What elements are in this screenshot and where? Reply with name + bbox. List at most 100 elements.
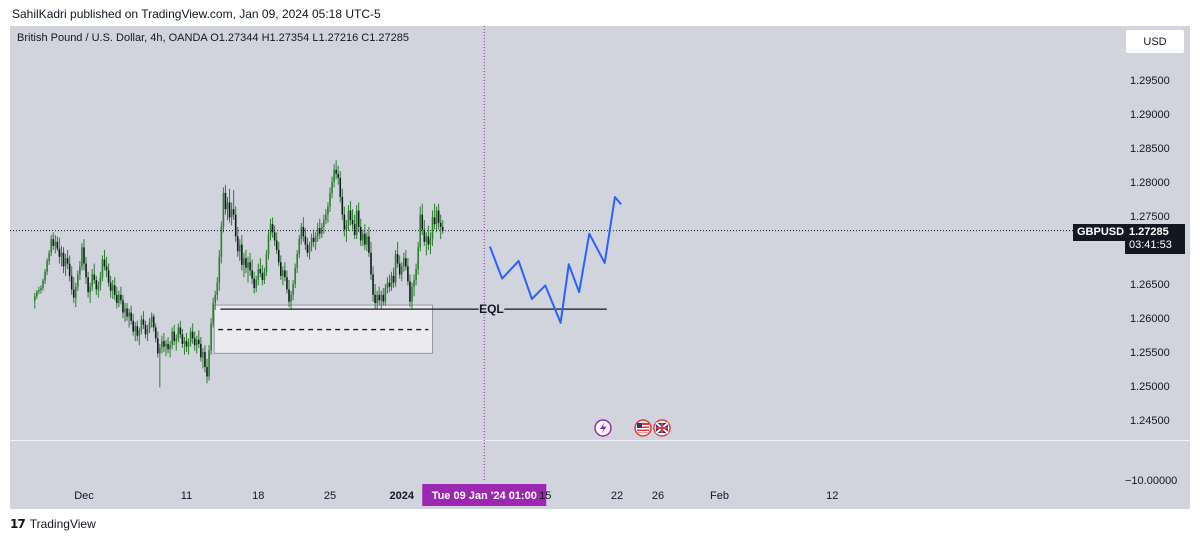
candle [400, 262, 403, 282]
candle-body [245, 258, 247, 268]
candle-body [58, 248, 61, 257]
candle [333, 164, 335, 188]
candle [306, 237, 309, 257]
candle [183, 337, 186, 355]
candle-body [87, 277, 89, 293]
candle-body [89, 286, 91, 293]
candle-body [273, 232, 276, 241]
candle-body [72, 289, 75, 298]
y-tick-label: 1.26500 [1130, 279, 1170, 291]
candle [206, 358, 208, 384]
candle [339, 171, 342, 203]
candle-body [193, 338, 196, 346]
candle-body [212, 303, 214, 324]
candle-body [362, 233, 364, 241]
candle [85, 256, 87, 284]
candle [245, 250, 247, 274]
candle [54, 235, 57, 254]
candle [247, 256, 249, 283]
candle-body [222, 192, 225, 227]
candle-body [179, 327, 182, 335]
candle [364, 224, 366, 250]
candle-body [302, 226, 305, 237]
candle-body [236, 236, 239, 252]
candle-body [392, 275, 395, 283]
candle [175, 334, 178, 351]
candle [357, 202, 360, 233]
candle-body [409, 281, 411, 302]
candle-body [294, 267, 296, 284]
candle [128, 308, 130, 328]
candle [331, 176, 333, 199]
candle [75, 282, 77, 308]
candle-body [427, 236, 430, 245]
candle-body [173, 331, 175, 342]
event-uk-flag-icon[interactable] [653, 419, 671, 437]
y-tick-label: 1.28000 [1130, 177, 1170, 189]
candle-body [228, 202, 231, 218]
candle [159, 343, 161, 388]
candle-body [40, 288, 42, 291]
currency-selector-button[interactable]: USD [1125, 29, 1185, 54]
candle-body [116, 294, 118, 304]
candle [321, 222, 323, 238]
candle [236, 226, 239, 257]
candle-body [159, 347, 161, 354]
candle-body [150, 316, 153, 323]
candle-body [169, 345, 171, 350]
candle [191, 323, 194, 344]
candle [368, 226, 370, 257]
candle-body [421, 214, 424, 230]
candle-body [124, 308, 126, 313]
candle [173, 324, 175, 346]
candle [202, 347, 204, 369]
candle-body [323, 220, 325, 227]
candle-body [327, 206, 329, 215]
candle [329, 187, 331, 212]
candle-body [42, 280, 44, 289]
x-tick-label: 11 [181, 490, 192, 502]
candle-body [206, 366, 208, 377]
event-lightning-icon[interactable] [594, 419, 612, 437]
candle [116, 286, 118, 309]
candle [130, 305, 132, 325]
candle-body [321, 226, 323, 234]
candle-body [216, 282, 219, 295]
candle [347, 205, 350, 231]
candle-body [253, 278, 255, 289]
candle [271, 217, 274, 238]
event-us-flag-icon[interactable] [634, 419, 652, 437]
candle [275, 232, 278, 255]
candle-body [195, 339, 198, 346]
events-layer [594, 419, 671, 437]
candle-body [95, 279, 98, 290]
candle-body [314, 236, 317, 242]
candle-body [359, 226, 362, 241]
candle-body [62, 252, 65, 267]
candle-body [36, 291, 38, 297]
candle-body [171, 331, 173, 346]
candle [122, 294, 124, 318]
candle [212, 297, 214, 328]
candle [433, 203, 436, 230]
candle-body [390, 275, 393, 287]
candle-body [251, 270, 253, 279]
candle [407, 258, 409, 286]
candle-body [77, 274, 79, 287]
candle [70, 266, 73, 295]
candle-body [97, 285, 100, 290]
candle [214, 290, 216, 310]
candle-body [378, 294, 380, 301]
candle [234, 206, 237, 242]
candle [198, 330, 200, 348]
candle-body [68, 263, 71, 276]
candle-body [347, 210, 350, 226]
candle [294, 263, 296, 289]
candle-body [396, 254, 399, 264]
candles-layer [10, 160, 1118, 388]
candle-body [161, 341, 163, 348]
order-block-zone [213, 304, 433, 354]
candle [165, 339, 167, 357]
candle [157, 331, 159, 358]
